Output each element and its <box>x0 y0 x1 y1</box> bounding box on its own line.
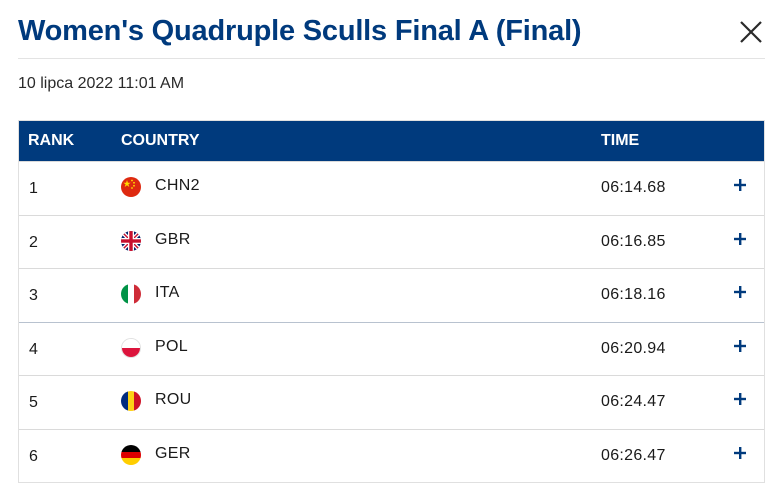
plus-icon <box>734 286 746 298</box>
country-code: ITA <box>155 284 180 301</box>
country-code: CHN2 <box>155 177 200 194</box>
germany-flag-icon <box>121 444 141 465</box>
plus-icon <box>734 446 746 459</box>
great-britain-flag-icon <box>121 230 141 251</box>
time-cell: 06:14.68 <box>601 179 666 196</box>
page-title: Women's Quadruple Sculls Final A (Final) <box>18 15 582 47</box>
plus-icon <box>734 393 746 405</box>
italy-flag-icon <box>121 284 141 304</box>
expand-button[interactable] <box>732 231 748 247</box>
table-row: 6 GER 06:26.47 <box>19 428 764 483</box>
country-code: GER <box>155 444 191 462</box>
plus-icon <box>734 232 746 245</box>
poland-flag-icon <box>121 337 141 358</box>
china-flag-icon <box>121 177 141 197</box>
table-row: 4 POL 06:20.94 <box>19 321 764 376</box>
country-code: GBR <box>155 230 191 248</box>
table-row: 3 ITA 06:18.16 <box>19 268 764 322</box>
header-country: COUNTRY <box>121 132 200 149</box>
modal-header: Women's Quadruple Sculls Final A (Final) <box>18 0 765 58</box>
table-header: RANK COUNTRY TIME <box>19 121 764 161</box>
time-cell: 06:26.47 <box>601 446 666 464</box>
close-button[interactable] <box>737 18 765 46</box>
plus-icon <box>734 179 746 191</box>
header-divider <box>18 58 765 59</box>
header-time: TIME <box>601 132 640 149</box>
rank-cell: 2 <box>29 233 38 251</box>
plus-icon <box>734 339 746 352</box>
header-rank: RANK <box>28 132 75 149</box>
rank-cell: 1 <box>29 180 38 197</box>
time-cell: 06:18.16 <box>601 286 666 303</box>
time-cell: 06:16.85 <box>601 232 666 250</box>
table-row: 5 ROU 06:24.47 <box>19 375 764 429</box>
results-table: RANK COUNTRY TIME 1 CHN2 06:14.68 <box>18 120 765 483</box>
rank-cell: 6 <box>29 447 38 465</box>
table-row: 2 GBR 06:16.85 <box>19 214 764 269</box>
time-cell: 06:24.47 <box>601 393 666 410</box>
expand-button[interactable] <box>732 445 748 461</box>
country-code: ROU <box>155 391 192 408</box>
race-timestamp: 10 lipca 2022 11:01 AM <box>18 75 185 92</box>
expand-button[interactable] <box>732 338 748 354</box>
expand-button[interactable] <box>732 177 748 193</box>
table-row: 1 CHN2 06:14.68 <box>19 161 764 215</box>
rank-cell: 3 <box>29 287 38 304</box>
romania-flag-icon <box>121 391 141 411</box>
expand-button[interactable] <box>732 391 748 407</box>
close-icon <box>740 21 762 43</box>
country-code: POL <box>155 337 188 355</box>
time-cell: 06:20.94 <box>601 339 666 357</box>
rank-cell: 4 <box>29 340 38 358</box>
expand-button[interactable] <box>732 284 748 300</box>
rank-cell: 5 <box>29 394 38 411</box>
